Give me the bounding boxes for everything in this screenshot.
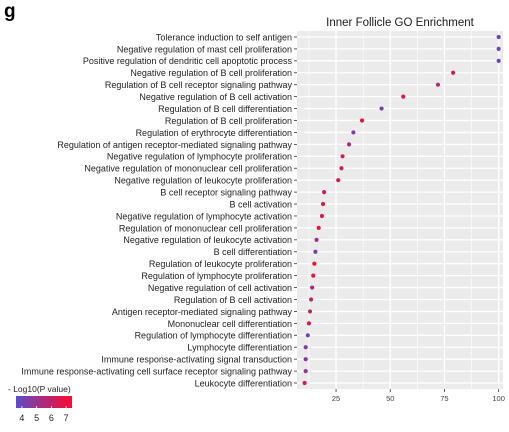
y-tick-label: Negative regulation of B cell proliferat… — [130, 68, 292, 78]
data-point — [309, 297, 313, 301]
y-tick-label: Regulation of mononuclear cell prolifera… — [119, 223, 292, 233]
data-point — [340, 154, 344, 158]
legend-tick-label: 5 — [34, 413, 39, 423]
data-point — [436, 83, 440, 87]
y-tick-label: Negative regulation of mononuclear cell … — [84, 164, 292, 174]
legend-colorbar — [16, 396, 72, 408]
y-tick-label: Negative regulation of leukocyte activat… — [123, 235, 292, 245]
legend-tick-label: 6 — [49, 413, 54, 423]
legend-tick-label: 7 — [64, 413, 69, 423]
data-point — [313, 250, 317, 254]
y-tick-label: Regulation of lymphocyte differentiation — [135, 331, 292, 341]
data-point — [312, 262, 316, 266]
data-point — [497, 47, 501, 51]
y-tick-label: Regulation of B cell activation — [174, 295, 292, 305]
data-point — [317, 226, 321, 230]
data-point — [451, 71, 455, 75]
data-point — [322, 190, 326, 194]
legend-title: - Log10(P value) — [8, 384, 71, 394]
x-tick-label: 25 — [332, 394, 340, 403]
data-point — [304, 345, 308, 349]
y-tick-label: Lymphocyte differentiation — [187, 343, 292, 353]
y-tick-label: Negative regulation of cell activation — [148, 283, 292, 293]
data-point — [308, 309, 312, 313]
data-point — [497, 35, 501, 39]
x-tick-label: 50 — [386, 394, 394, 403]
y-tick-label: Regulation of B cell proliferation — [165, 116, 292, 126]
data-point — [306, 333, 310, 337]
data-point — [307, 321, 311, 325]
data-point — [314, 238, 318, 242]
y-tick-label: Regulation of B cell receptor signaling … — [105, 80, 293, 90]
y-tick-label: B cell activation — [229, 199, 292, 209]
data-point — [304, 369, 308, 373]
data-point — [351, 130, 355, 134]
y-tick-label: Negative regulation of leukocyte prolife… — [114, 176, 292, 186]
data-point — [320, 214, 324, 218]
y-tick-label: Immune response-activating cell surface … — [21, 367, 292, 377]
y-tick-label: B cell differentiation — [214, 247, 292, 257]
y-tick-label: Negative regulation of lymphocyte activa… — [116, 211, 292, 221]
data-point — [401, 95, 405, 99]
data-point — [497, 59, 501, 63]
y-tick-label: Regulation of lymphocyte proliferation — [141, 271, 292, 281]
data-point — [302, 381, 306, 385]
data-point — [304, 357, 308, 361]
data-point — [336, 178, 340, 182]
y-tick-label: Immune response-activating signal transd… — [101, 355, 292, 365]
y-tick-label: Antigen receptor-mediated signaling path… — [112, 307, 293, 317]
chart-title: Inner Follicle GO Enrichment — [326, 17, 474, 29]
data-point — [311, 274, 315, 278]
y-tick-label: Regulation of B cell differentiation — [158, 104, 292, 114]
y-tick-label: Mononuclear cell differentiation — [168, 319, 292, 329]
x-tick-label: 100 — [492, 394, 505, 403]
data-point — [379, 106, 383, 110]
y-tick-label: Negative regulation of lymphocyte prolif… — [107, 152, 292, 162]
data-point — [321, 202, 325, 206]
y-tick-label: Regulation of erythrocyte differentiatio… — [136, 128, 292, 138]
y-tick-label: Regulation of antigen receptor-mediated … — [57, 140, 292, 150]
data-point — [310, 285, 314, 289]
x-tick-label: 75 — [440, 394, 448, 403]
y-tick-label: Positive regulation of dendritic cell ap… — [83, 56, 293, 66]
y-tick-label: Tolerance induction to self antigen — [156, 32, 292, 42]
y-tick-label: Leukocyte differentiation — [195, 378, 292, 388]
y-tick-label: Regulation of leukocyte proliferation — [149, 259, 292, 269]
legend-tick-label: 4 — [19, 413, 24, 423]
data-point — [339, 166, 343, 170]
data-point — [360, 118, 364, 122]
data-point — [347, 142, 351, 146]
y-tick-label: B cell receptor signaling pathway — [160, 188, 292, 198]
y-tick-label: Negative regulation of mast cell prolife… — [117, 44, 292, 54]
y-tick-label: Negative regulation of B cell activation — [139, 92, 292, 102]
panel-label: g — [4, 1, 16, 23]
